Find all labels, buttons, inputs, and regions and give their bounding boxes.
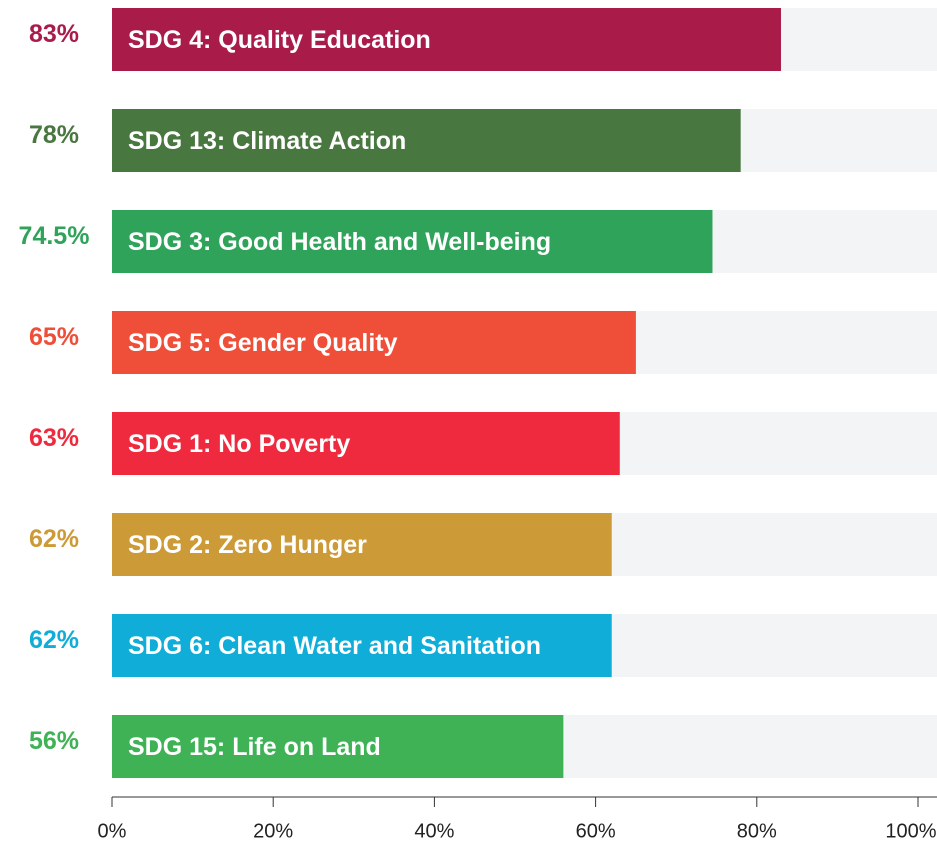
x-tick-label: 60%	[576, 820, 616, 842]
value-label: 83%	[29, 20, 79, 48]
bar	[112, 109, 741, 172]
bar	[112, 8, 781, 71]
bar-label: SDG 1: No Poverty	[128, 430, 350, 458]
x-tick-label: 100%	[885, 820, 936, 842]
bar-label: SDG 15: Life on Land	[128, 733, 381, 761]
bar-label: SDG 5: Gender Quality	[128, 329, 398, 357]
value-label: 56%	[29, 727, 79, 755]
x-tick-label: 80%	[737, 820, 777, 842]
value-label: 63%	[29, 424, 79, 452]
x-tick-label: 0%	[98, 820, 127, 842]
bar-label: SDG 13: Climate Action	[128, 127, 406, 155]
value-label: 62%	[29, 525, 79, 553]
bar-label: SDG 4: Quality Education	[128, 26, 431, 54]
x-tick-label: 20%	[253, 820, 293, 842]
value-label: 78%	[29, 121, 79, 149]
value-label: 62%	[29, 626, 79, 654]
bar	[112, 311, 636, 374]
bar	[112, 210, 713, 273]
value-label: 65%	[29, 323, 79, 351]
bar-label: SDG 2: Zero Hunger	[128, 531, 367, 559]
value-label: 74.5%	[19, 222, 90, 250]
bar-label: SDG 3: Good Health and Well-being	[128, 228, 551, 256]
bar-label: SDG 6: Clean Water and Sanitation	[128, 632, 541, 660]
x-tick-label: 40%	[414, 820, 454, 842]
bar	[112, 513, 612, 576]
bar	[112, 715, 564, 778]
bar	[112, 412, 620, 475]
bar	[112, 614, 612, 677]
